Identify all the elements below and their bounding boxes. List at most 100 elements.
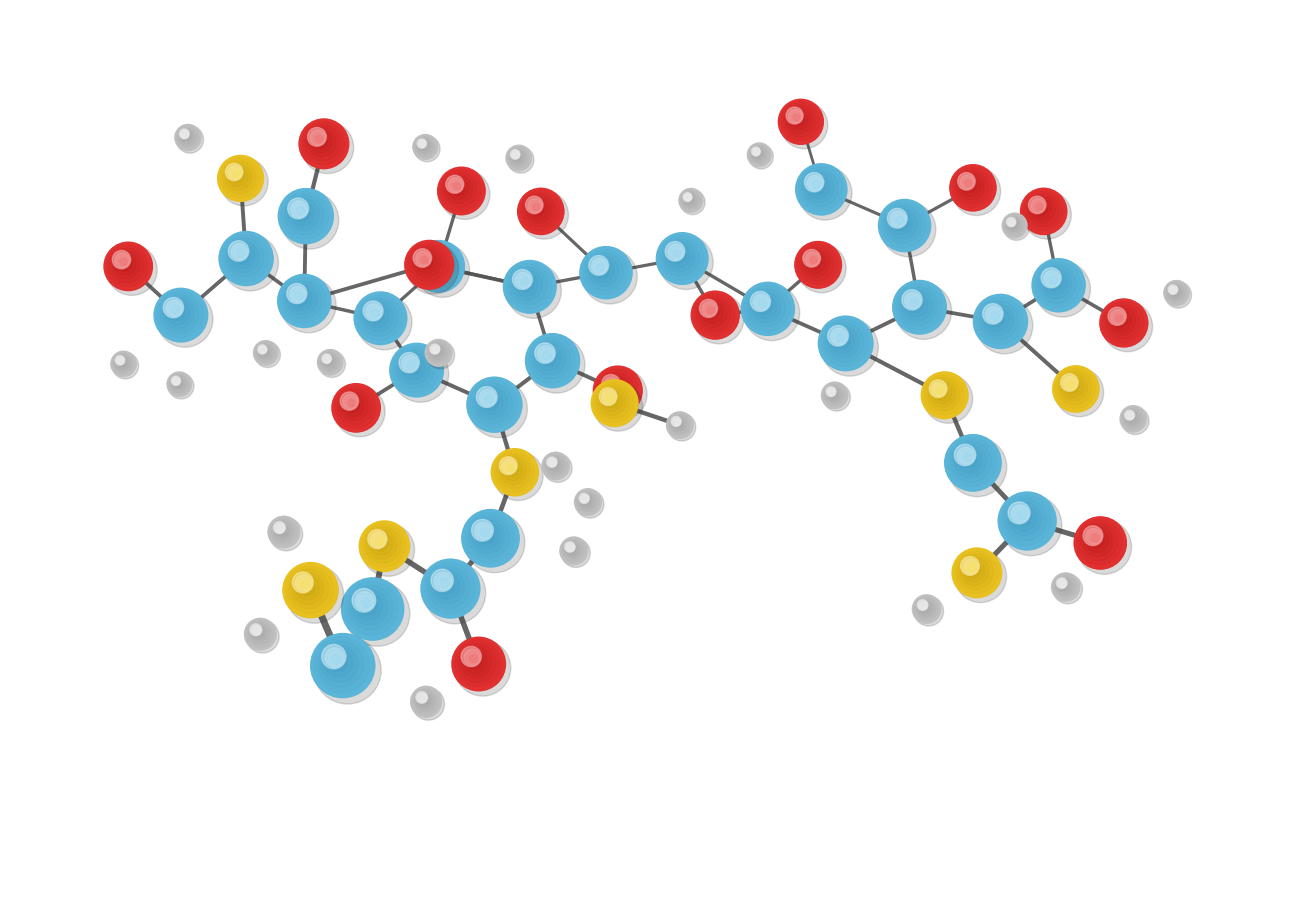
Circle shape: [515, 154, 519, 157]
Circle shape: [958, 173, 975, 190]
Circle shape: [304, 125, 341, 161]
Circle shape: [325, 648, 344, 667]
Circle shape: [1004, 214, 1024, 236]
Circle shape: [256, 344, 274, 361]
Circle shape: [549, 458, 556, 467]
Circle shape: [506, 146, 532, 171]
Circle shape: [407, 243, 459, 294]
Circle shape: [344, 581, 410, 646]
Circle shape: [416, 252, 430, 266]
Circle shape: [217, 156, 264, 201]
Circle shape: [438, 167, 485, 214]
Circle shape: [166, 301, 190, 325]
Circle shape: [277, 526, 286, 535]
Circle shape: [369, 307, 381, 319]
Circle shape: [506, 146, 532, 171]
Circle shape: [1006, 217, 1021, 232]
Circle shape: [958, 554, 993, 590]
Circle shape: [517, 188, 564, 234]
Circle shape: [182, 132, 190, 140]
Circle shape: [332, 654, 342, 664]
Circle shape: [116, 356, 125, 365]
Circle shape: [1041, 268, 1061, 288]
Circle shape: [1053, 575, 1083, 604]
Circle shape: [404, 241, 454, 290]
Circle shape: [114, 253, 136, 275]
Circle shape: [425, 339, 452, 367]
Circle shape: [827, 388, 836, 396]
Circle shape: [352, 589, 387, 625]
Circle shape: [227, 242, 259, 272]
Circle shape: [914, 596, 939, 621]
Circle shape: [254, 627, 260, 634]
Circle shape: [520, 191, 560, 231]
Circle shape: [697, 297, 731, 331]
Circle shape: [893, 215, 909, 231]
Circle shape: [120, 359, 124, 363]
Circle shape: [913, 595, 941, 624]
Circle shape: [592, 258, 607, 274]
Circle shape: [656, 233, 708, 284]
Circle shape: [935, 385, 945, 395]
Circle shape: [429, 262, 434, 266]
Circle shape: [1014, 510, 1031, 527]
Circle shape: [898, 287, 937, 326]
Circle shape: [790, 111, 801, 122]
Circle shape: [1031, 199, 1052, 220]
Circle shape: [291, 201, 307, 217]
Text: alamy: alamy: [32, 851, 126, 878]
Circle shape: [290, 287, 313, 310]
Circle shape: [412, 688, 439, 715]
Circle shape: [985, 307, 1002, 323]
Circle shape: [1091, 534, 1098, 542]
Circle shape: [829, 390, 837, 398]
Circle shape: [1037, 265, 1076, 303]
Circle shape: [259, 347, 269, 357]
Circle shape: [413, 241, 464, 292]
Circle shape: [229, 241, 248, 262]
Circle shape: [164, 298, 183, 318]
Circle shape: [593, 367, 642, 414]
Circle shape: [919, 602, 931, 614]
Circle shape: [168, 372, 191, 396]
Circle shape: [1057, 577, 1067, 588]
Circle shape: [290, 286, 305, 302]
Circle shape: [1041, 268, 1071, 299]
Circle shape: [225, 163, 243, 181]
Circle shape: [417, 139, 432, 153]
Circle shape: [234, 248, 250, 264]
Circle shape: [922, 372, 968, 419]
Circle shape: [1052, 573, 1080, 601]
Circle shape: [702, 301, 716, 317]
Circle shape: [805, 173, 833, 203]
Circle shape: [922, 604, 926, 608]
Circle shape: [174, 379, 179, 385]
Circle shape: [234, 246, 246, 259]
Circle shape: [920, 604, 928, 612]
Circle shape: [910, 298, 918, 306]
Circle shape: [373, 535, 385, 547]
Circle shape: [1171, 288, 1176, 293]
Circle shape: [390, 343, 443, 397]
Circle shape: [372, 310, 380, 317]
Circle shape: [966, 562, 978, 573]
Circle shape: [759, 300, 767, 308]
Circle shape: [344, 582, 398, 635]
Circle shape: [510, 267, 547, 305]
Circle shape: [747, 143, 771, 167]
Circle shape: [117, 357, 127, 368]
Circle shape: [682, 193, 697, 206]
Circle shape: [592, 380, 638, 426]
Circle shape: [111, 351, 136, 376]
Circle shape: [316, 135, 322, 143]
Circle shape: [467, 377, 521, 433]
Circle shape: [702, 302, 723, 324]
Circle shape: [286, 566, 343, 624]
Circle shape: [390, 343, 443, 397]
Circle shape: [1014, 508, 1027, 521]
Circle shape: [568, 546, 576, 554]
Circle shape: [420, 141, 425, 147]
Circle shape: [222, 161, 256, 194]
Circle shape: [422, 254, 446, 278]
Circle shape: [679, 188, 703, 213]
